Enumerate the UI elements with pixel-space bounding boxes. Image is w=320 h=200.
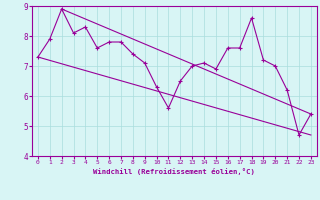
X-axis label: Windchill (Refroidissement éolien,°C): Windchill (Refroidissement éolien,°C) bbox=[93, 168, 255, 175]
